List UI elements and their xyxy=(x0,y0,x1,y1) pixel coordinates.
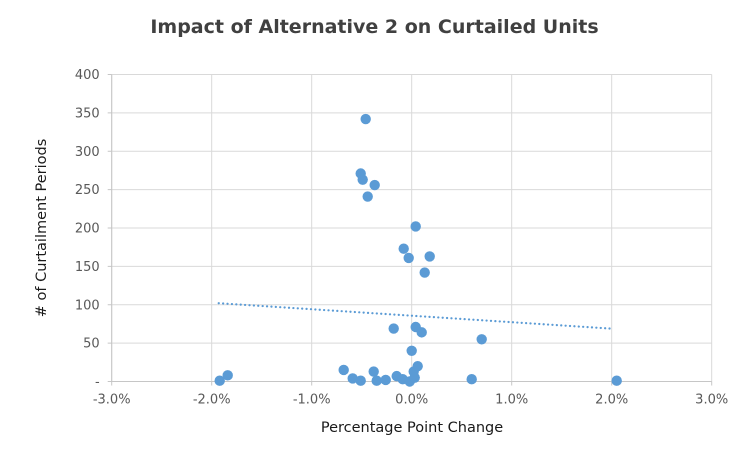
data-point[interactable] xyxy=(368,366,379,377)
y-tick-label: 150 xyxy=(75,260,100,275)
data-point[interactable] xyxy=(398,243,409,254)
data-point[interactable] xyxy=(347,373,358,384)
y-tick-label: 350 xyxy=(75,106,100,121)
data-point[interactable] xyxy=(476,334,487,345)
data-point[interactable] xyxy=(406,345,417,356)
y-tick-label: 50 xyxy=(83,337,100,352)
data-point[interactable] xyxy=(380,374,391,386)
x-tick-label: -3.0% xyxy=(93,393,131,408)
data-point[interactable] xyxy=(410,221,421,232)
x-tick-label: -2.0% xyxy=(193,393,231,408)
data-point[interactable] xyxy=(362,191,373,202)
data-point[interactable] xyxy=(403,252,414,264)
x-tick-label: -1.0% xyxy=(293,393,331,408)
y-tick-label: - xyxy=(95,375,100,390)
x-tick-label: 2.0% xyxy=(595,393,628,408)
y-tick-label: 100 xyxy=(75,298,100,313)
data-point[interactable] xyxy=(369,179,380,191)
x-axis-title: Percentage Point Change xyxy=(320,420,504,436)
y-tick-label: 250 xyxy=(75,183,100,198)
trendline[interactable] xyxy=(217,302,611,330)
data-point[interactable] xyxy=(419,267,430,278)
y-tick-label: 300 xyxy=(75,145,100,160)
x-tick-label: 1.0% xyxy=(495,393,528,408)
y-tick-label: 200 xyxy=(75,222,100,237)
data-point[interactable] xyxy=(360,113,371,125)
data-point[interactable] xyxy=(416,327,427,338)
data-point[interactable] xyxy=(424,251,435,262)
data-point[interactable] xyxy=(355,375,366,386)
data-point[interactable] xyxy=(222,370,233,381)
data-point[interactable] xyxy=(409,372,420,383)
x-tick-label: 3.0% xyxy=(695,393,728,408)
data-point[interactable] xyxy=(214,375,225,386)
data-point[interactable] xyxy=(466,373,477,385)
y-tick-label: 400 xyxy=(75,68,100,83)
chart-title: Impact of Alternative 2 on Curtailed Uni… xyxy=(150,16,599,38)
data-point[interactable] xyxy=(388,323,399,334)
data-point[interactable] xyxy=(371,375,382,386)
data-point[interactable] xyxy=(611,375,622,386)
data-point[interactable] xyxy=(357,174,368,185)
data-point[interactable] xyxy=(338,364,349,376)
x-tick-label: 0.0% xyxy=(395,393,428,408)
data-point[interactable] xyxy=(412,360,423,372)
